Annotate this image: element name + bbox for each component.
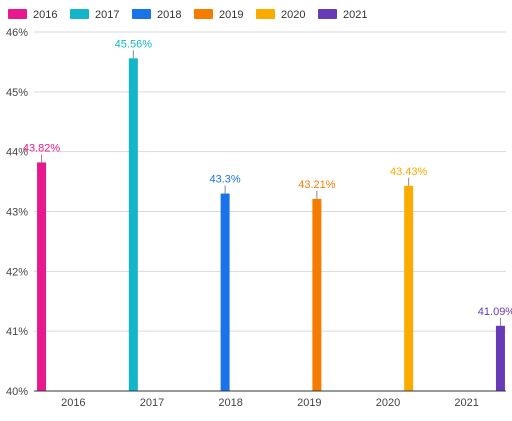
legend: 2016 2017 2018 2019 2020 2021 bbox=[8, 9, 367, 21]
y-tick-label: 40% bbox=[6, 386, 28, 398]
bar-2020[interactable] bbox=[404, 185, 414, 391]
bar-2018[interactable] bbox=[220, 193, 230, 391]
y-tick-label: 41% bbox=[6, 326, 28, 338]
y-tick-label: 46% bbox=[6, 27, 28, 39]
legend-swatch-2018[interactable] bbox=[132, 9, 151, 19]
legend-label-2020[interactable]: 2020 bbox=[281, 9, 305, 21]
legend-swatch-2019[interactable] bbox=[194, 9, 213, 19]
y-tick-label: 45% bbox=[6, 87, 28, 99]
x-axis: 2016 2017 2018 2019 2020 2021 bbox=[34, 390, 506, 409]
legend-label-2017[interactable]: 2017 bbox=[95, 9, 119, 21]
bar-2019[interactable] bbox=[312, 198, 322, 391]
legend-label-2021[interactable]: 2021 bbox=[343, 9, 367, 21]
data-labels: 43.82% 45.56% 43.3% 43.21% 43.43% 41.09% bbox=[23, 38, 512, 326]
data-label-2016: 43.82% bbox=[23, 142, 61, 154]
data-label-2017: 45.56% bbox=[115, 38, 153, 50]
data-label-2018: 43.3% bbox=[210, 174, 241, 186]
data-label-2021: 41.09% bbox=[478, 306, 512, 318]
legend-label-2019[interactable]: 2019 bbox=[219, 9, 243, 21]
legend-label-2016[interactable]: 2016 bbox=[33, 9, 57, 21]
x-tick-label: 2016 bbox=[61, 397, 85, 409]
legend-swatch-2017[interactable] bbox=[70, 9, 89, 19]
x-tick-label: 2019 bbox=[297, 397, 321, 409]
y-tick-label: 42% bbox=[6, 266, 28, 278]
legend-swatch-2020[interactable] bbox=[256, 9, 275, 19]
x-tick-label: 2021 bbox=[454, 397, 478, 409]
x-tick-label: 2018 bbox=[218, 397, 242, 409]
bars bbox=[37, 58, 505, 392]
x-tick-label: 2017 bbox=[140, 397, 164, 409]
y-tick-label: 43% bbox=[6, 207, 28, 219]
x-tick-label: 2020 bbox=[376, 397, 400, 409]
data-label-2020: 43.43% bbox=[390, 166, 428, 178]
y-axis: 40% 41% 42% 43% 44% 45% 46% bbox=[6, 27, 28, 398]
legend-label-2018[interactable]: 2018 bbox=[157, 9, 181, 21]
legend-swatch-2016[interactable] bbox=[8, 9, 27, 19]
bar-2017[interactable] bbox=[128, 58, 138, 392]
y-tick-label: 44% bbox=[6, 147, 28, 159]
legend-swatch-2021[interactable] bbox=[318, 9, 337, 19]
grid bbox=[34, 31, 506, 332]
data-label-2019: 43.21% bbox=[298, 179, 336, 191]
bar-2021[interactable] bbox=[495, 325, 505, 391]
bar-2016[interactable] bbox=[37, 162, 47, 391]
